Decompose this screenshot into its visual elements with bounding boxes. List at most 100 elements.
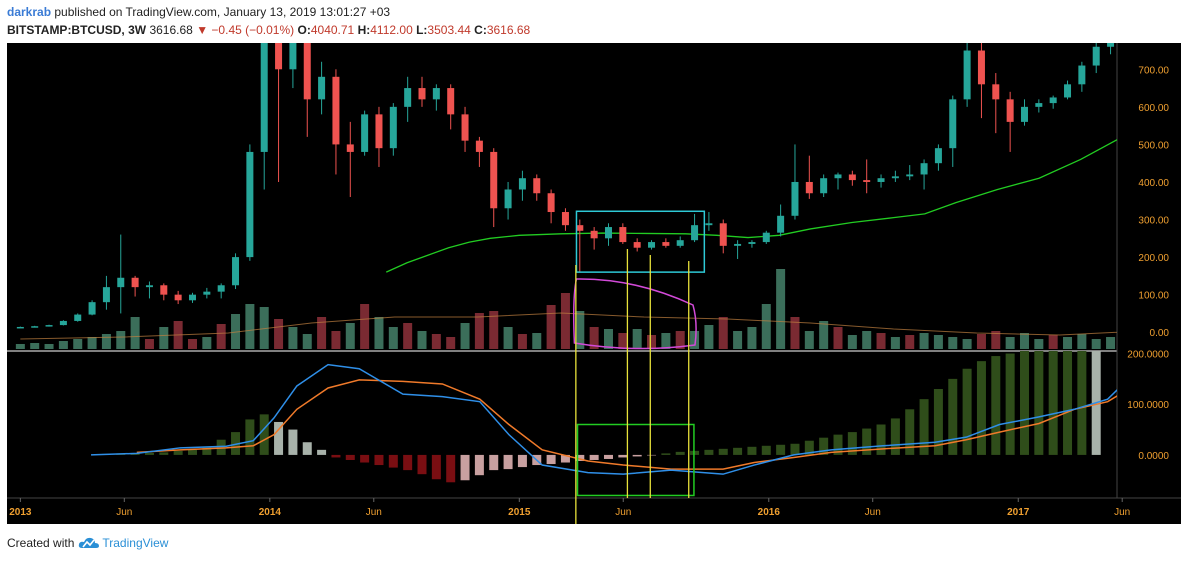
volume-bar [761,304,771,349]
volume-bar [317,317,327,349]
time-axis-tick: Jun [615,507,631,518]
candle-body [145,285,153,288]
candle-body [734,243,742,246]
macd-histogram-bar [403,454,413,471]
candle [461,106,469,152]
macd-histogram-bar [761,445,771,455]
candle [891,170,899,182]
volume-bar [704,325,714,349]
candle [748,240,756,248]
macd-histogram-bar [819,437,829,455]
volume-bar [933,335,943,349]
volume-bar [675,331,685,349]
candle-body [447,88,455,115]
candle [260,43,268,190]
macd-histogram-bar [675,451,685,455]
macd-histogram-bar [905,409,915,455]
candle [145,281,153,299]
open-label: O: [297,23,311,37]
price-axis-tick: 600.00 [1138,103,1169,114]
macd-signal-line [136,379,1117,470]
time-axis-tick: Jun [116,507,132,518]
candle-body [174,294,182,301]
macd-histogram-bar [1077,351,1087,455]
indicator-axis-tick: 100.0000 [1127,400,1169,411]
candle-body [31,326,39,328]
candle [1006,91,1014,152]
macd-histogram-bar [474,454,484,476]
candle-body [762,232,770,243]
candle-body [1092,46,1100,66]
candle-body [561,212,569,226]
candle-body [992,84,1000,100]
volume-bar [259,307,269,349]
candle [246,144,254,261]
macd-histogram-bar [460,454,470,481]
candle-body [705,223,713,226]
volume-bar [876,333,886,349]
candle-body [891,176,899,179]
volume-bar [560,293,570,349]
macd-histogram-bar [862,428,872,455]
macd-histogram-bar [1048,351,1058,455]
symbol-label: BITSTAMP:BTCUSD, 3W [7,23,147,37]
magenta-highlight-outline [572,278,697,350]
volume-bar [575,311,585,349]
open-value: 4040.71 [310,23,355,37]
candle [59,320,67,326]
candle [447,84,455,130]
candle-body [361,114,369,152]
price-axis-tick: 0.00 [1150,328,1170,339]
macd-histogram-bar [503,454,513,470]
candle-body [805,181,813,194]
volume-bar [202,337,212,349]
macd-histogram-bar [431,454,441,480]
candle [791,144,799,220]
macd-histogram-bar [1034,351,1044,455]
volume-bar [331,331,341,349]
volume-bar [690,331,700,349]
candle [590,227,598,250]
candle [992,73,1000,134]
candle-body [662,242,670,246]
volume-bar [460,323,470,349]
macd-histogram-bar [187,449,197,455]
candle [160,283,168,301]
chart-background [7,43,1181,524]
time-axis-tick: Jun [1114,507,1130,518]
volume-bar [991,331,1001,349]
volume-bar [87,337,97,349]
volume-bar [1034,339,1044,349]
candle [777,204,785,237]
candle [232,253,240,290]
candle [490,148,498,228]
indicator-axis-tick: 0.0000 [1138,451,1169,462]
macd-histogram-bar [374,454,384,466]
candle [676,236,684,248]
candle [332,69,340,175]
volume-bar [144,339,154,349]
macd-histogram-bar [603,454,613,459]
candle [734,240,742,259]
candle-body [461,114,469,141]
candle-body [719,223,727,246]
candle-body [777,215,785,233]
candle [303,43,311,137]
candle [203,287,211,299]
candle-body [949,99,957,149]
price-pane [15,43,1117,349]
chart-canvas[interactable]: 700.00 600.00 500.00 400.00 300.00 200.00 100.… [7,43,1181,524]
volume-bar [976,334,986,349]
macd-histogram-bar [1005,353,1015,455]
macd-histogram-bar [833,434,843,455]
candle [604,223,612,246]
volume-bar [647,335,657,349]
candle-body [275,43,283,70]
price-axis-tick: 700.00 [1138,65,1169,76]
candle [533,174,541,201]
tradingview-link[interactable]: TradingView [102,536,169,550]
author-link[interactable]: darkrab [7,5,52,19]
macd-histogram-bar [202,447,212,455]
candle [346,121,354,197]
macd-histogram-bar [173,450,183,455]
